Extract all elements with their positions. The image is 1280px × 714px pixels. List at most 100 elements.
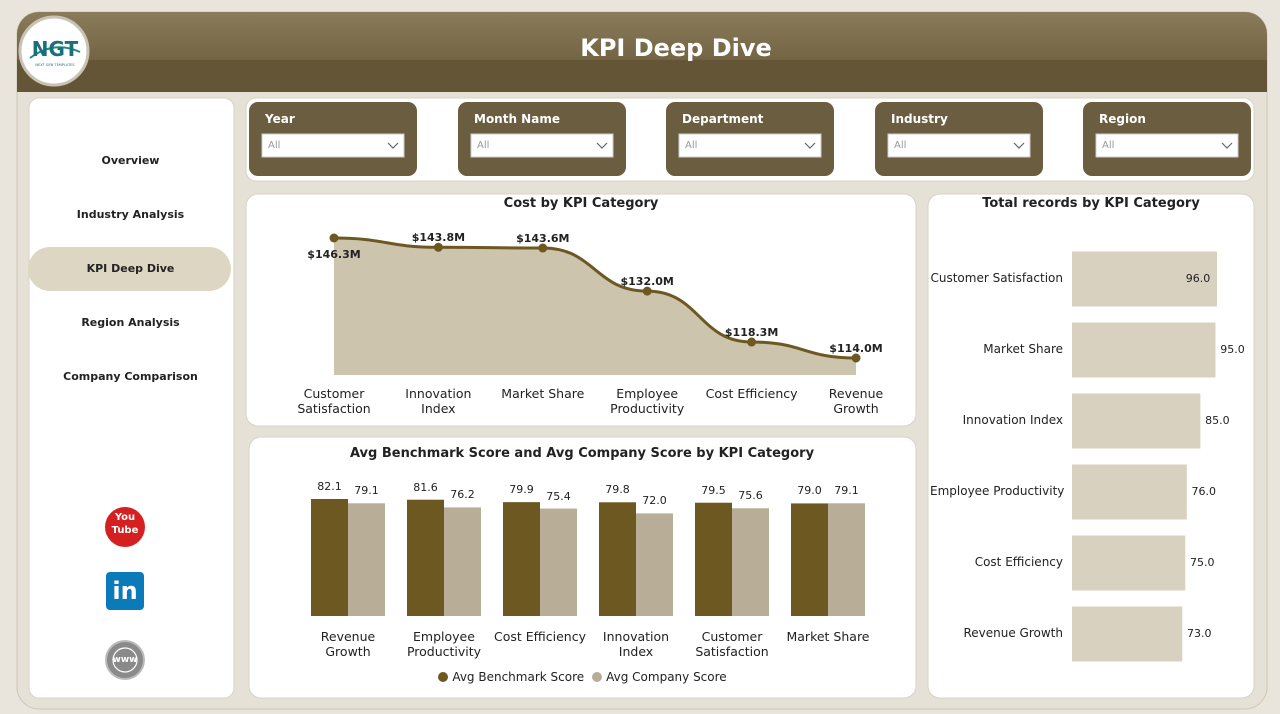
data-label: $132.0M bbox=[620, 275, 674, 289]
linkedin-label: in bbox=[112, 577, 138, 605]
nav-item[interactable]: KPI Deep Dive bbox=[86, 262, 175, 275]
chart-title: Cost by KPI Category bbox=[503, 196, 659, 211]
point bbox=[329, 233, 339, 243]
bar bbox=[503, 502, 540, 616]
dropdown[interactable] bbox=[1095, 133, 1239, 158]
legend-item[interactable]: Avg Benchmark Score bbox=[438, 670, 584, 685]
x-tick-label: Customer Satisfaction bbox=[297, 386, 371, 416]
data-label: 96.0 bbox=[1185, 272, 1211, 285]
point bbox=[538, 243, 548, 253]
data-label: 79.8 bbox=[605, 483, 630, 497]
bar bbox=[311, 499, 348, 616]
globe bbox=[112, 647, 138, 673]
x-tick-label: Revenue Growth bbox=[828, 386, 884, 416]
logo-subtitle: NEXT GEN TEMPLATES bbox=[35, 63, 75, 67]
filter-label: Department bbox=[682, 112, 764, 126]
bar bbox=[407, 499, 444, 616]
dropdown[interactable] bbox=[261, 133, 405, 158]
dropdown-value: All bbox=[685, 140, 698, 151]
filter-label: Month Name bbox=[474, 112, 560, 126]
logo-swoosh bbox=[29, 46, 81, 59]
bar bbox=[1072, 535, 1186, 591]
data-label: 76.0 bbox=[1191, 485, 1217, 498]
website-icon[interactable] bbox=[105, 640, 145, 680]
bar bbox=[1072, 322, 1216, 378]
data-label: 75.0 bbox=[1190, 556, 1215, 569]
x-tick-label: Market Share bbox=[501, 386, 585, 401]
chart-title: Total records by KPI Category bbox=[982, 196, 1200, 211]
legend-item[interactable]: Avg Company Score bbox=[592, 670, 727, 685]
x-tick-label: Customer Satisfaction bbox=[695, 629, 769, 659]
youtube-icon[interactable] bbox=[105, 507, 145, 547]
bar bbox=[636, 513, 673, 616]
dropdown-value: All bbox=[894, 140, 907, 151]
x-tick-label: Innovation Index bbox=[405, 386, 472, 416]
y-tick-label: Revenue Growth bbox=[963, 626, 1063, 640]
nav-item[interactable]: Overview bbox=[101, 154, 160, 167]
page-title: KPI Deep Dive bbox=[580, 34, 772, 62]
data-label: $146.3M bbox=[307, 248, 361, 261]
data-label: 79.5 bbox=[701, 483, 726, 497]
dropdown-chevron bbox=[387, 142, 399, 149]
data-label: $143.8M bbox=[411, 231, 466, 245]
filter-label: Year bbox=[265, 112, 295, 126]
bar bbox=[1072, 393, 1201, 449]
bar bbox=[599, 502, 636, 616]
data-label: 82.1 bbox=[317, 480, 342, 493]
point bbox=[433, 242, 443, 252]
data-label: $114.0M bbox=[829, 342, 883, 355]
nav-item[interactable]: Region Analysis bbox=[81, 316, 180, 329]
x-tick-label: Cost Efficiency bbox=[494, 629, 586, 644]
bar bbox=[1072, 251, 1217, 307]
x-tick-label: Employee Productivity bbox=[610, 386, 685, 416]
bar bbox=[732, 508, 769, 616]
linkedin-icon[interactable] bbox=[106, 572, 144, 610]
area bbox=[334, 238, 856, 375]
x-tick-label: Market Share bbox=[786, 629, 870, 644]
bar bbox=[1072, 606, 1183, 662]
data-label: 81.6 bbox=[413, 480, 438, 494]
data-label: $143.6M bbox=[516, 232, 570, 246]
data-label: 75.6 bbox=[738, 489, 763, 503]
y-tick-label: Customer Satisfaction bbox=[930, 271, 1063, 285]
data-label: 72.0 bbox=[642, 494, 667, 508]
x-tick-label: Cost Efficiency bbox=[705, 386, 798, 401]
data-label: $118.3M bbox=[724, 326, 779, 340]
filter-label: Region bbox=[1099, 112, 1146, 126]
data-label: 95.0 bbox=[1220, 343, 1245, 356]
data-label: 73.0 bbox=[1187, 627, 1212, 640]
website-label: www bbox=[112, 655, 138, 665]
bar bbox=[348, 503, 385, 616]
dropdown-chevron bbox=[1221, 142, 1233, 149]
legend-label: Avg Benchmark Score bbox=[452, 670, 585, 684]
filter-label: Industry bbox=[891, 112, 948, 126]
dropdown[interactable] bbox=[470, 133, 614, 158]
point bbox=[747, 337, 757, 347]
data-label: 85.0 bbox=[1205, 414, 1230, 427]
dropdown[interactable] bbox=[678, 133, 822, 158]
legend-swatch bbox=[592, 672, 603, 682]
nav-item[interactable]: Industry Analysis bbox=[76, 208, 185, 221]
y-tick-label: Cost Efficiency bbox=[974, 555, 1063, 569]
nav-item[interactable]: Company Comparison bbox=[63, 370, 198, 383]
point bbox=[642, 286, 652, 296]
youtube-label: Tube bbox=[111, 525, 139, 536]
dropdown-value: All bbox=[477, 140, 490, 151]
data-label: 79.1 bbox=[354, 484, 379, 498]
legend: Avg Benchmark Score Avg Company Score bbox=[249, 670, 916, 685]
bar bbox=[444, 507, 481, 616]
dropdown-chevron bbox=[596, 142, 608, 149]
legend-label: Avg Company Score bbox=[606, 670, 727, 684]
point bbox=[851, 353, 861, 363]
dropdown[interactable] bbox=[887, 133, 1031, 158]
y-tick-label: Market Share bbox=[983, 342, 1063, 356]
data-label: 79.1 bbox=[834, 484, 859, 498]
x-tick-label: Employee Productivity bbox=[406, 629, 482, 659]
y-tick-label: Employee Productivity bbox=[930, 484, 1065, 498]
data-label: 75.4 bbox=[546, 489, 571, 503]
bar bbox=[828, 503, 865, 616]
line bbox=[333, 236, 857, 360]
data-label: 79.9 bbox=[509, 483, 534, 497]
logo-text: NGT bbox=[31, 37, 79, 61]
